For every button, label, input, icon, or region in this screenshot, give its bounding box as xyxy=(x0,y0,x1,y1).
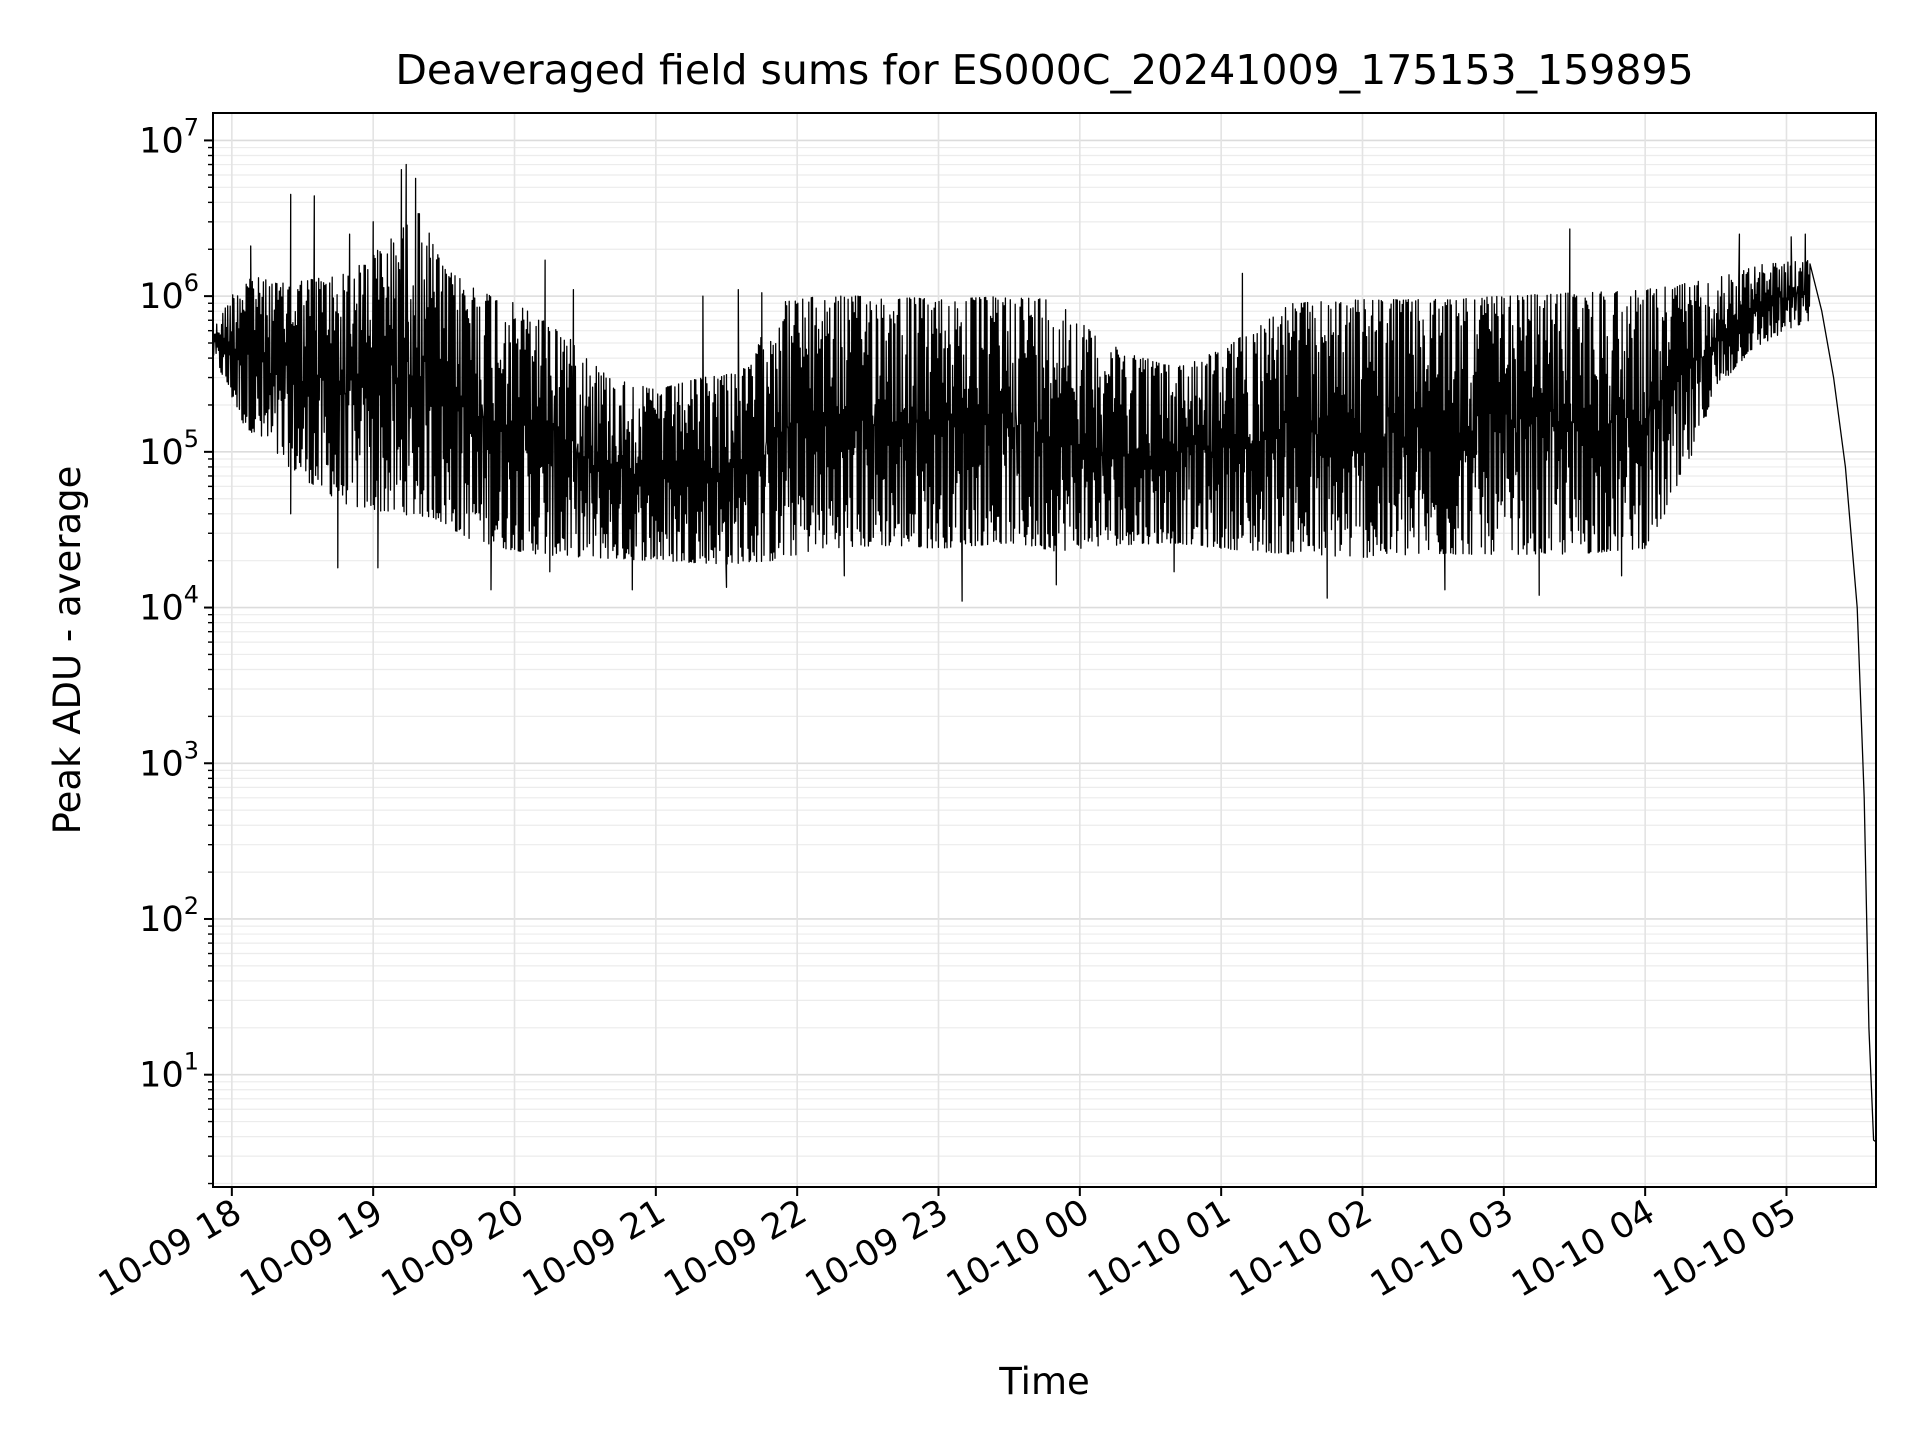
y-tick-label-base: 10 xyxy=(139,900,184,940)
y-tick-label: 102 xyxy=(139,892,199,940)
y-tick-label: 106 xyxy=(139,269,199,317)
y-tick-label: 103 xyxy=(139,736,199,784)
y-tick-label-base: 10 xyxy=(139,589,184,629)
y-tick-label: 107 xyxy=(139,113,199,161)
y-axis-label: Peak ADU - average xyxy=(46,466,89,835)
y-tick-label-base: 10 xyxy=(139,1056,184,1096)
y-tick-label-exp: 7 xyxy=(184,113,199,141)
y-tick-label-exp: 3 xyxy=(184,736,199,764)
y-tick-label-exp: 1 xyxy=(184,1048,199,1076)
axes-frame xyxy=(212,112,1877,1188)
y-tick-label: 101 xyxy=(139,1048,199,1096)
chart-title: Deaveraged field sums for ES000C_2024100… xyxy=(395,46,1693,94)
y-tick-label: 105 xyxy=(139,425,199,473)
y-tick-label-exp: 6 xyxy=(184,269,199,297)
grid xyxy=(213,113,1876,1187)
y-tick-label-exp: 4 xyxy=(184,581,199,609)
y-tick-label-base: 10 xyxy=(139,433,184,473)
y-tick-label-exp: 2 xyxy=(184,892,199,920)
y-tick-label-exp: 5 xyxy=(184,425,199,453)
series-line xyxy=(212,163,1877,1143)
y-tick-label: 104 xyxy=(139,581,199,629)
data-series-path xyxy=(212,163,1877,1143)
y-tick-label-base: 10 xyxy=(139,121,184,161)
y-tick-label-base: 10 xyxy=(139,744,184,784)
x-axis-label: Time xyxy=(998,1360,1090,1403)
y-tick-label-base: 10 xyxy=(139,277,184,317)
